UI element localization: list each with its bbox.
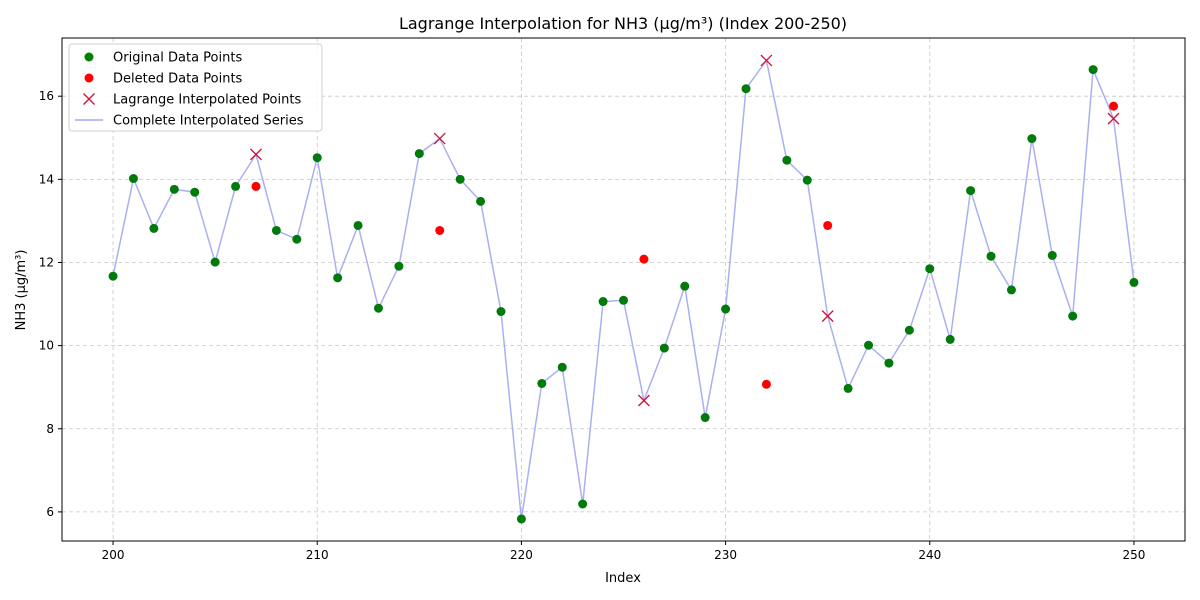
lagrange-interpolated-point <box>250 148 262 161</box>
original-data-point <box>659 343 669 353</box>
lagrange-interpolated-point <box>433 132 446 145</box>
y-tick-label: 16 <box>39 89 54 103</box>
original-data-point <box>516 514 526 524</box>
original-data-point <box>1068 311 1078 321</box>
legend-marker-circle <box>84 52 94 62</box>
original-data-point <box>373 303 383 313</box>
points-layer <box>108 54 1139 524</box>
x-marker-stroke <box>760 54 773 67</box>
original-data-point <box>414 149 424 159</box>
y-tick-label: 12 <box>39 255 54 269</box>
y-tick-label: 8 <box>46 422 54 436</box>
original-data-point <box>619 295 628 305</box>
y-tick-label: 10 <box>39 339 54 353</box>
original-data-point <box>394 261 404 271</box>
original-data-point <box>169 184 179 194</box>
original-data-point <box>945 334 955 344</box>
y-tick-label: 14 <box>39 172 54 186</box>
deleted-data-point <box>1109 101 1119 111</box>
original-data-point <box>578 499 588 509</box>
lagrange-interpolated-point <box>821 310 834 323</box>
x-marker-stroke <box>1107 112 1120 125</box>
grid-layer <box>62 38 1185 541</box>
original-data-point <box>537 378 547 388</box>
x-axis-label: Index <box>605 571 641 586</box>
original-data-point <box>802 175 812 185</box>
original-data-point <box>271 225 281 235</box>
legend-label: Complete Interpolated Series <box>113 114 304 129</box>
lagrange-interpolated-point <box>760 54 773 67</box>
original-data-point <box>1047 250 1057 260</box>
original-data-point <box>864 340 874 350</box>
x-tick-label: 250 <box>1123 548 1146 562</box>
original-data-point <box>680 281 690 291</box>
original-data-point <box>496 307 506 317</box>
y-axis-label: NH3 (µg/m³) <box>14 250 29 331</box>
chart-title: Lagrange Interpolation for NH3 (µg/m³) (… <box>399 14 847 33</box>
original-data-point <box>312 153 322 163</box>
legend-label: Deleted Data Points <box>113 72 243 87</box>
original-data-point <box>292 234 302 244</box>
x-tick-label: 210 <box>306 548 329 562</box>
x-tick-label: 230 <box>714 548 737 562</box>
original-data-point <box>986 251 996 261</box>
original-data-point <box>190 187 200 197</box>
legend-label: Original Data Points <box>113 51 242 66</box>
original-data-point <box>557 362 567 372</box>
x-tick-label: 220 <box>510 548 533 562</box>
original-data-point <box>1088 65 1098 75</box>
x-marker-stroke <box>821 310 834 323</box>
original-data-point <box>128 174 138 184</box>
legend-label: Lagrange Interpolated Points <box>113 93 301 108</box>
original-data-point <box>966 186 976 196</box>
original-data-point <box>904 325 914 335</box>
original-data-point <box>210 257 220 267</box>
x-marker-stroke <box>637 394 650 407</box>
original-data-point <box>925 264 935 274</box>
original-data-point <box>741 84 751 94</box>
original-data-point <box>476 196 486 206</box>
original-data-point <box>353 220 363 230</box>
deleted-data-point <box>251 181 261 191</box>
x-marker-stroke <box>433 132 446 145</box>
deleted-data-point <box>639 254 649 264</box>
legend-box <box>68 43 323 132</box>
original-data-point <box>782 155 792 165</box>
original-data-point <box>149 223 159 233</box>
lagrange-interpolated-point <box>1107 112 1120 125</box>
deleted-data-point <box>761 379 771 389</box>
original-data-point <box>884 358 894 368</box>
x-marker-stroke <box>83 93 95 105</box>
original-data-point <box>1027 134 1037 144</box>
deleted-data-point <box>823 220 833 230</box>
original-data-point <box>721 304 731 314</box>
lagrange-interpolated-point <box>637 394 650 407</box>
x-marker-stroke <box>250 148 262 161</box>
original-data-point <box>843 383 853 393</box>
original-data-point <box>231 181 241 191</box>
x-tick-label: 240 <box>918 548 941 562</box>
plot-frame <box>61 37 1186 542</box>
legend-marker-x <box>83 93 95 105</box>
original-data-point <box>333 273 343 283</box>
original-data-point <box>1006 285 1016 295</box>
original-data-point <box>1129 277 1139 287</box>
original-data-point <box>598 297 608 307</box>
x-tick-label: 200 <box>102 548 125 562</box>
original-data-point <box>455 174 465 184</box>
legend: Original Data Points Deleted Data Points L… <box>68 43 323 132</box>
legend-marker-circle <box>84 73 94 83</box>
y-tick-label: 6 <box>46 505 54 519</box>
deleted-data-point <box>435 225 445 235</box>
ticks-layer: 200 210 220 230 240 250 6 8 10 12 14 16 <box>39 89 1146 562</box>
original-data-point <box>700 413 710 423</box>
original-data-point <box>108 271 118 281</box>
